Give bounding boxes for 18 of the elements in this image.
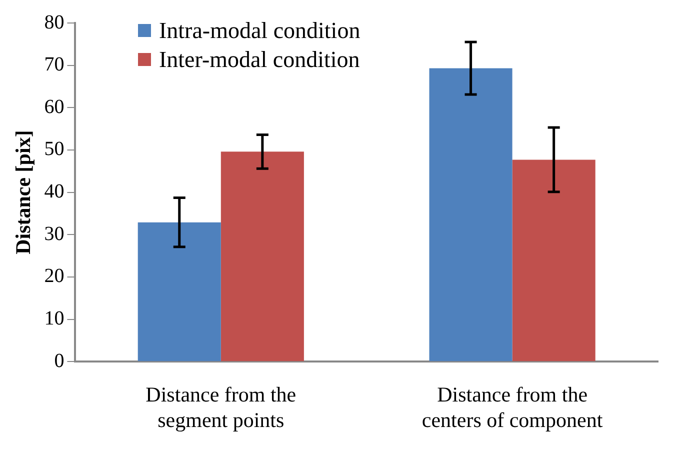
y-tick-label: 70 [44, 54, 64, 76]
legend-label: Intra-modal condition [159, 17, 360, 45]
y-axis-title: Distance [pix] [11, 130, 36, 254]
y-tick-label: 50 [44, 138, 64, 160]
bar [429, 68, 512, 362]
y-tick-label: 10 [44, 308, 64, 330]
y-tick-label: 60 [44, 96, 64, 118]
y-tick-label: 80 [44, 11, 64, 34]
y-tick-label: 0 [54, 350, 64, 372]
x-tick-label: Distance from the centers of component [422, 382, 603, 432]
bar [512, 160, 596, 362]
y-tick-label: 30 [44, 222, 64, 245]
x-tick-label: Distance from the segment points [146, 382, 296, 432]
legend-label: Inter-modal condition [159, 46, 360, 74]
y-tick-label: 40 [44, 180, 64, 203]
bar [220, 152, 304, 362]
y-tick-label: 20 [44, 265, 64, 288]
bar [138, 222, 221, 362]
